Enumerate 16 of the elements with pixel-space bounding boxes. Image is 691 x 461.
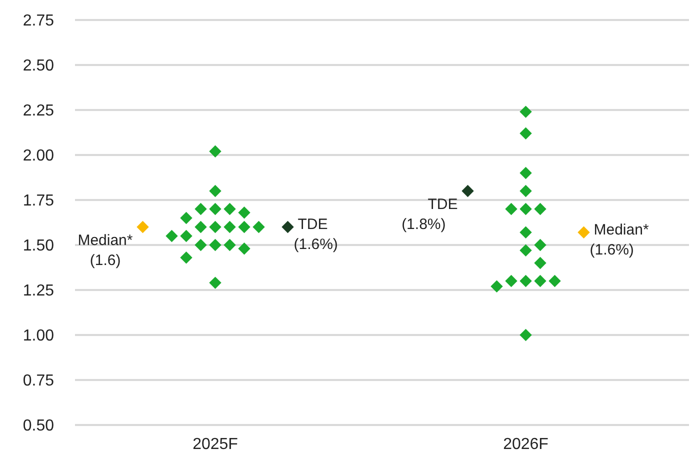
y-tick-label: 1.75 [22, 192, 54, 210]
annotation: TDE (1.6%) [294, 216, 338, 253]
x-tick-label: 2025F [192, 436, 238, 453]
annotation: TDE (1.8%) [402, 196, 458, 233]
y-tick-label: 1.50 [22, 238, 54, 255]
annotation: Median* (1.6%) [590, 221, 649, 258]
annotation: Median* (1.6) [78, 232, 133, 269]
y-tick-label: 2.00 [22, 148, 54, 165]
y-tick-label: 0.75 [22, 372, 54, 390]
y-tick-label: 0.50 [22, 418, 54, 435]
y-tick-label: 1.00 [22, 328, 54, 345]
y-tick-label: 2.75 [22, 12, 54, 30]
y-tick-label: 2.50 [22, 58, 54, 75]
y-tick-label: 2.25 [22, 102, 54, 120]
x-tick-label: 2026F [503, 436, 549, 453]
y-tick-label: 1.25 [22, 282, 54, 300]
